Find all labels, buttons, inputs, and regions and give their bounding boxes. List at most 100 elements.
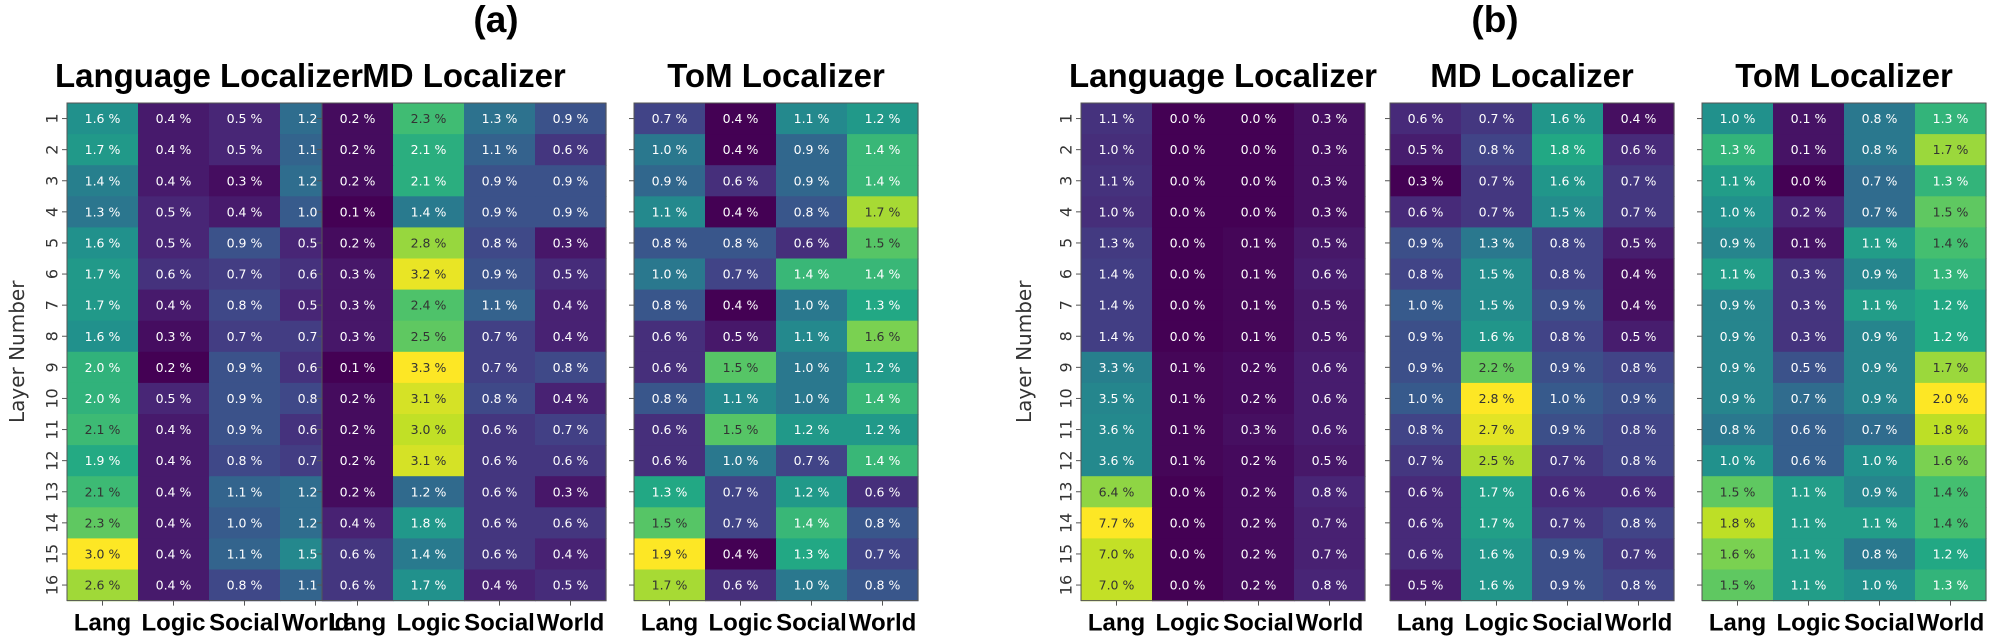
heatmap-cell: [464, 103, 536, 135]
heatmap-cell: [1773, 414, 1845, 446]
cell-value-label: 0.2 %: [1241, 391, 1277, 406]
cell-value-label: 1.2 %: [1933, 329, 1969, 344]
cell-value-label: 0.0 %: [1170, 578, 1206, 593]
heatmap-cell: [1915, 351, 1987, 384]
heatmap-cell: [1915, 289, 1987, 322]
heatmap-cell: [1844, 196, 1916, 228]
cell-value-label: 1.5 %: [1720, 484, 1756, 499]
cell-value-label: 0.6 %: [340, 546, 376, 561]
x-tick-label: Social: [1223, 610, 1294, 637]
heatmap-cell: [138, 134, 210, 166]
cell-value-label: 1.6 %: [1479, 578, 1515, 593]
cell-value-label: 0.3 %: [1241, 422, 1277, 437]
y-tick-label: 15: [1057, 544, 1076, 564]
heatmap-cell: [1152, 258, 1224, 291]
cell-value-label: 2.1 %: [411, 142, 447, 157]
cell-value-label: 3.2 %: [411, 267, 447, 282]
heatmap-cell: [1223, 134, 1295, 166]
cell-value-label: 0.3 %: [553, 484, 589, 499]
cell-value-label: 0.2 %: [1241, 360, 1277, 375]
y-axis-label: Layer Number: [1012, 280, 1036, 423]
heatmap-tom-localizer: ToM Localizer 0.7 % 0.4 % 1.1 % 1.2 % 1.0 % 0.…: [629, 57, 919, 637]
cell-value-label: 1.3 %: [1099, 235, 1135, 250]
heatmap-cell: [1603, 134, 1675, 166]
heatmap-cell: [1461, 196, 1533, 228]
heatmap-cell: [634, 165, 706, 197]
cell-value-label: 0.8 %: [1621, 515, 1657, 530]
heatmap-cell: [1702, 165, 1774, 197]
heatmap-cell: [1081, 476, 1153, 508]
cell-value-label: 0.1 %: [340, 204, 376, 219]
cell-value-label: 1.8 %: [1933, 422, 1969, 437]
y-tick-label: 4: [43, 207, 62, 217]
cell-value-label: 0.0 %: [1241, 204, 1277, 219]
cell-value-label: 0.4 %: [156, 298, 192, 313]
heatmap-cell: [322, 445, 394, 477]
y-axis-label: Layer Number: [5, 280, 29, 423]
heatmap-cell: [634, 320, 706, 353]
cell-value-label: 0.3 %: [1312, 173, 1348, 188]
cell-value-label: 0.7 %: [553, 422, 589, 437]
heatmap-cell: [776, 382, 848, 415]
heatmap-cell: [705, 196, 777, 228]
y-tick-label: 10: [1057, 388, 1076, 408]
y-tick-label: 16: [43, 575, 62, 595]
cell-value-label: 0.9 %: [1862, 484, 1898, 499]
heatmap-cell: [67, 320, 139, 353]
cell-value-label: 0.9 %: [1550, 422, 1586, 437]
y-tick-label: 15: [43, 544, 62, 564]
y-tick-label: 6: [1057, 269, 1076, 279]
heatmap-cell: [1223, 414, 1295, 446]
heatmap-cell: [464, 476, 536, 508]
heatmap-cell: [776, 507, 848, 539]
cell-value-label: 0.8 %: [794, 204, 830, 219]
x-tick-label: Social: [464, 610, 535, 637]
heatmap-cell: [1461, 289, 1533, 322]
cell-value-label: 1.3 %: [1933, 173, 1969, 188]
cell-value-label: 0.6 %: [652, 360, 688, 375]
cell-value-label: 0.9 %: [1720, 360, 1756, 375]
cell-value-label: 1.0 %: [652, 267, 688, 282]
cell-value-label: 0.7 %: [1791, 391, 1827, 406]
heatmap-cell: [209, 196, 281, 228]
cell-value-label: 1.2 %: [1933, 546, 1969, 561]
heatmap-frame: [321, 102, 607, 602]
heatmap-cell: [322, 196, 394, 228]
cell-value-label: 1.6 %: [85, 329, 121, 344]
x-tick-label: Lang: [1709, 610, 1766, 637]
cell-value-label: 0.8 %: [865, 515, 901, 530]
heatmap-cell: [1702, 569, 1774, 602]
cell-value-label: 0.0 %: [1170, 329, 1206, 344]
cell-value-label: 0.0 %: [1170, 142, 1206, 157]
cell-value-label: 0.5 %: [1312, 235, 1348, 250]
cell-value-label: 1.6 %: [1550, 173, 1586, 188]
heatmap-cell: [1915, 165, 1987, 197]
heatmap-cell: [1081, 507, 1153, 539]
heatmap-cell: [1390, 103, 1462, 135]
cell-value-label: 1.1 %: [227, 484, 263, 499]
heatmap-cell: [209, 445, 281, 477]
heatmap-cell: [209, 320, 281, 353]
cell-value-label: 1.1 %: [1862, 235, 1898, 250]
cell-value-label: 0.8 %: [227, 453, 263, 468]
cell-value-label: 1.1 %: [1791, 546, 1827, 561]
cell-value-label: 0.6 %: [482, 515, 518, 530]
cell-value-label: 0.9 %: [1408, 329, 1444, 344]
cell-value-label: 0.1 %: [1791, 142, 1827, 157]
heatmap-cell: [393, 196, 465, 228]
heatmap-cell: [634, 382, 706, 415]
heatmap-cell: [464, 445, 536, 477]
heatmap-cell: [464, 165, 536, 197]
heatmap-cell: [1461, 476, 1533, 508]
cell-value-label: 0.6 %: [340, 578, 376, 593]
heatmap-cell: [634, 445, 706, 477]
heatmap-cell: [847, 476, 919, 508]
cell-value-label: 0.4 %: [156, 546, 192, 561]
heatmap-title: Language Localizer: [55, 57, 363, 94]
heatmap-cell: [1915, 476, 1987, 508]
heatmap-cell: [1603, 382, 1675, 415]
cell-value-label: 0.3 %: [340, 267, 376, 282]
heatmap-cell: [776, 165, 848, 197]
heatmap-cell: [1532, 569, 1604, 602]
heatmap-cell: [464, 134, 536, 166]
